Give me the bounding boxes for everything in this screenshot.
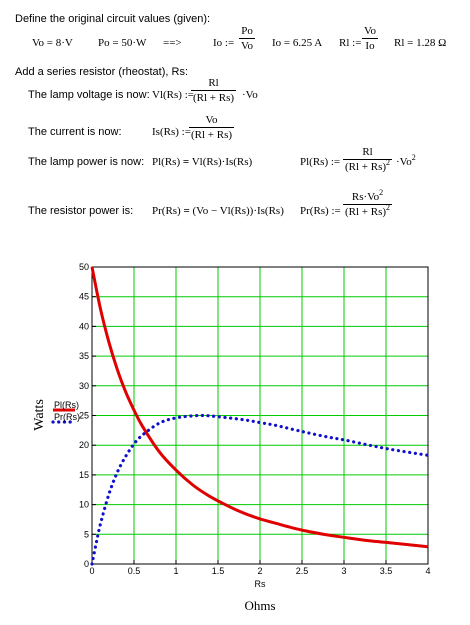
x-tick-label: 3.5 (380, 566, 393, 576)
pr2-num-exponent: 2 (379, 188, 384, 197)
pl-expression-equals: = (182, 156, 190, 168)
chart-series (90, 266, 430, 566)
lamp-power-label: The lamp power is now: (28, 156, 145, 168)
y-tick-label: 40 (79, 321, 89, 331)
y-tick-label: 5 (84, 529, 89, 539)
x-axis-label: Rs (255, 579, 266, 589)
series-line-pl (90, 266, 429, 549)
pr2-denominator: (Rl + Rs)2 (343, 203, 393, 218)
pl2-tail-exponent: 2 (411, 153, 416, 162)
x-tick-label: 3 (341, 566, 346, 576)
pl2-lhs: Pl(Rs) := (300, 156, 341, 168)
pl2-tail-text: ·Vo (396, 156, 412, 168)
pr2-den-text: (Rl + Rs) (345, 206, 387, 218)
pl-expression-lhs: Pl(Rs) (152, 156, 181, 168)
po-definition: Po = 50·W (98, 37, 147, 49)
vl-denominator: (Rl + Rs) (191, 90, 237, 104)
vo-definition: Vo = 8·V (32, 37, 73, 49)
is-fraction: Vo (Rl + Rs) (189, 114, 235, 141)
pr2-fraction: Rs·Vo2 (Rl + Rs)2 (343, 188, 393, 218)
vl-lhs: Vl(Rs) := (152, 89, 194, 101)
x-tick-label: 2.5 (296, 566, 309, 576)
pr2-numerator: Rs·Vo2 (343, 188, 392, 204)
io-fraction: Po Vo (239, 25, 256, 52)
pr2-num-text: Rs·Vo (351, 191, 380, 203)
y-tick-label: 25 (79, 411, 89, 421)
current-label: The current is now: (28, 126, 122, 138)
legend-label-pl: Pl(Rs) (54, 400, 79, 410)
io-lhs: Io := (213, 37, 235, 49)
lamp-voltage-label: The lamp voltage is now: (28, 89, 150, 101)
is-numerator: Vo (205, 114, 218, 126)
x-axis-units: Ohms (244, 598, 275, 613)
y-tick-label: 45 (79, 292, 89, 302)
is-lhs: Is(Rs) := (152, 126, 191, 138)
heading-series-resistor: Add a series resistor (rheostat), Rs: (15, 66, 189, 78)
rl-numerator: Vo (364, 25, 377, 37)
x-tick-label: 4 (425, 566, 430, 576)
legend-label-pr: Pr(Rs) (54, 412, 80, 422)
rl-lhs: Rl := (339, 37, 362, 49)
rl-fraction: Vo Io (362, 25, 379, 52)
resistor-power-label: The resistor power is: (28, 205, 134, 217)
is-denominator: (Rl + Rs) (189, 127, 235, 141)
vl-tail: ·Vo (242, 89, 258, 101)
io-numerator: Po (241, 25, 253, 37)
io-denominator: Vo (239, 38, 256, 52)
pr2-den-exponent: 2 (386, 203, 391, 212)
pr-expression: Pr(Rs) = (Vo − Vl(Rs))·Is(Rs) (152, 205, 284, 217)
vl-numerator: Rl (208, 77, 219, 89)
rl-denominator: Io (362, 38, 379, 52)
heading-given: Define the original circuit values (give… (15, 13, 211, 25)
pr-expression-lhs: Pr(Rs) (152, 205, 181, 217)
y-tick-label: 15 (79, 470, 89, 480)
pl-expression-rhs: Vl(Rs)·Is(Rs) (191, 156, 253, 168)
pl2-numerator: Rl (362, 146, 373, 158)
y-tick-label: 20 (79, 440, 89, 450)
power-chart: 0 0.5 1 1.5 2 2.5 3 3.5 4 0 5 10 15 20 25 30 35 40 45 50 Pl… (0, 250, 470, 620)
pr-expression-rhs: (Vo − Vl(Rs))·Is(Rs) (192, 205, 284, 217)
x-tick-label: 1 (173, 566, 178, 576)
chart-legend: Pl(Rs) Pr(Rs) (51, 400, 80, 424)
y-tick-label: 35 (79, 351, 89, 361)
pl-expression: Pl(Rs) = Vl(Rs)·Is(Rs) (152, 156, 252, 168)
implies-arrow: ==> (163, 37, 182, 49)
x-tick-label: 0 (89, 566, 94, 576)
rl-value: Rl = 1.28 Ω (394, 37, 447, 49)
pl2-denominator: (Rl + Rs)2 (343, 158, 393, 173)
pl2-fraction: Rl (Rl + Rs)2 (343, 146, 393, 173)
y-tick-label: 30 (79, 381, 89, 391)
pr2-lhs: Pr(Rs) := (300, 205, 341, 217)
y-tick-label: 10 (79, 500, 89, 510)
y-axis-title: Watts (32, 399, 47, 431)
chart-axes (91, 266, 429, 565)
x-tick-label: 1.5 (212, 566, 225, 576)
x-tick-label: 2 (257, 566, 262, 576)
pl2-den-text: (Rl + Rs) (345, 161, 387, 173)
series-line-pr (90, 413, 430, 566)
pl2-tail: ·Vo2 (396, 153, 416, 169)
y-tick-label: 50 (79, 262, 89, 272)
pr-expression-equals: = (183, 205, 190, 217)
io-value: Io = 6.25 A (272, 37, 323, 49)
vl-fraction: Rl (Rl + Rs) (191, 77, 237, 104)
pl2-den-exponent: 2 (386, 158, 391, 167)
y-tick-label: 0 (84, 559, 89, 569)
x-tick-label: 0.5 (128, 566, 141, 576)
